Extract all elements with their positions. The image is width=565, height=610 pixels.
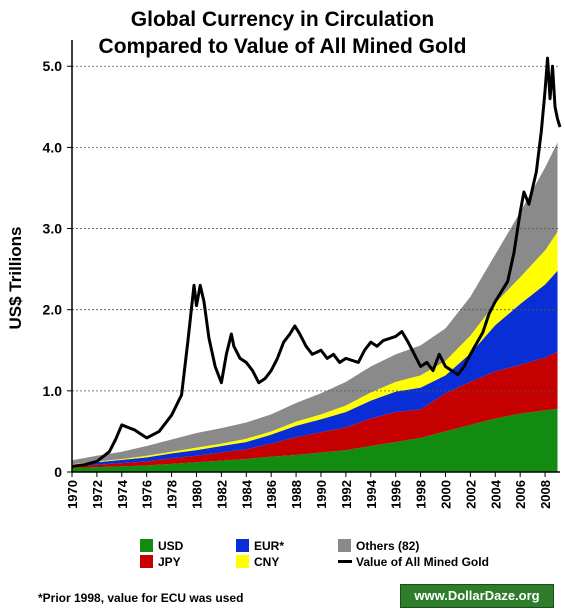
area-eur — [72, 270, 558, 467]
legend-swatch-usd — [140, 539, 153, 552]
legend-item-eur: EUR* — [236, 538, 284, 554]
legend-swatch-eur — [236, 539, 249, 552]
x-tick-label-12: 1994 — [364, 479, 379, 509]
legend-label-usd: USD — [158, 539, 184, 553]
area-others — [72, 142, 558, 465]
x-tick-label-1: 1972 — [90, 480, 105, 509]
area-cny — [72, 231, 558, 465]
x-tick-label-7: 1984 — [239, 479, 254, 509]
chart-title: Global Currency in Circulation Compared … — [0, 6, 565, 60]
x-tick-label-6: 1982 — [214, 480, 229, 509]
legend-item-gold: Value of All Mined Gold — [338, 554, 489, 570]
legend-item-cny: CNY — [236, 554, 279, 570]
x-tick-label-8: 1986 — [264, 480, 279, 509]
chart-title-line-1: Global Currency in Circulation — [130, 8, 435, 31]
chart-title-line-2: Compared to Value of All Mined Gold — [98, 35, 467, 58]
legend-item-jpy: JPY — [140, 554, 181, 570]
legend-label-jpy: JPY — [158, 555, 181, 569]
y-tick-label-2: 2.0 — [43, 302, 63, 318]
x-tick-label-17: 2004 — [488, 479, 503, 509]
legend-label-eur: EUR* — [254, 539, 285, 553]
x-tick-label-9: 1988 — [289, 480, 304, 509]
x-tick-label-2: 1974 — [115, 479, 130, 509]
legend: USD JPY EUR* CNY Others (82) Value of Al… — [140, 538, 540, 572]
y-tick-label-0: 0 — [54, 464, 62, 480]
x-tick-label-15: 2000 — [438, 480, 453, 509]
area-jpy — [72, 351, 558, 468]
area-usd — [72, 408, 558, 472]
y-tick-label-1: 1.0 — [43, 383, 63, 399]
chart-area: 0 1.0 2.0 3.0 4.0 5.0 1970 1972 1974 1976 1978 1980… — [43, 40, 562, 509]
y-tick-label-4: 4.0 — [43, 139, 63, 155]
brand-badge[interactable]: www.DollarDaze.org — [400, 584, 554, 608]
x-tick-label-14: 1998 — [414, 480, 429, 509]
y-tick-label-5: 5.0 — [43, 58, 63, 74]
legend-swatch-cny — [236, 555, 249, 568]
legend-swatch-jpy — [140, 555, 153, 568]
legend-label-gold: Value of All Mined Gold — [356, 555, 489, 569]
series-line-gold — [71, 56, 562, 468]
x-tick-label-11: 1992 — [339, 480, 354, 509]
legend-item-usd: USD — [140, 538, 183, 554]
legend-label-others: Others (82) — [356, 539, 420, 553]
x-tick-label-0: 1970 — [65, 480, 80, 509]
x-tick-label-5: 1980 — [189, 480, 204, 509]
legend-item-others: Others (82) — [338, 538, 419, 554]
legend-label-cny: CNY — [254, 555, 280, 569]
x-tick-label-10: 1990 — [314, 480, 329, 509]
x-tick-label-13: 1996 — [389, 480, 404, 509]
x-tick-label-18: 2006 — [513, 480, 528, 509]
y-tick-label-3: 3.0 — [43, 221, 63, 237]
x-tick-label-19: 2008 — [538, 480, 553, 509]
legend-line-gold — [338, 560, 352, 563]
x-tick-label-3: 1976 — [140, 480, 155, 509]
x-tick-label-16: 2002 — [463, 480, 478, 509]
legend-swatch-others — [338, 539, 351, 552]
x-tick-label-4: 1978 — [165, 480, 180, 509]
footnote: *Prior 1998, value for ECU was used — [38, 591, 244, 605]
